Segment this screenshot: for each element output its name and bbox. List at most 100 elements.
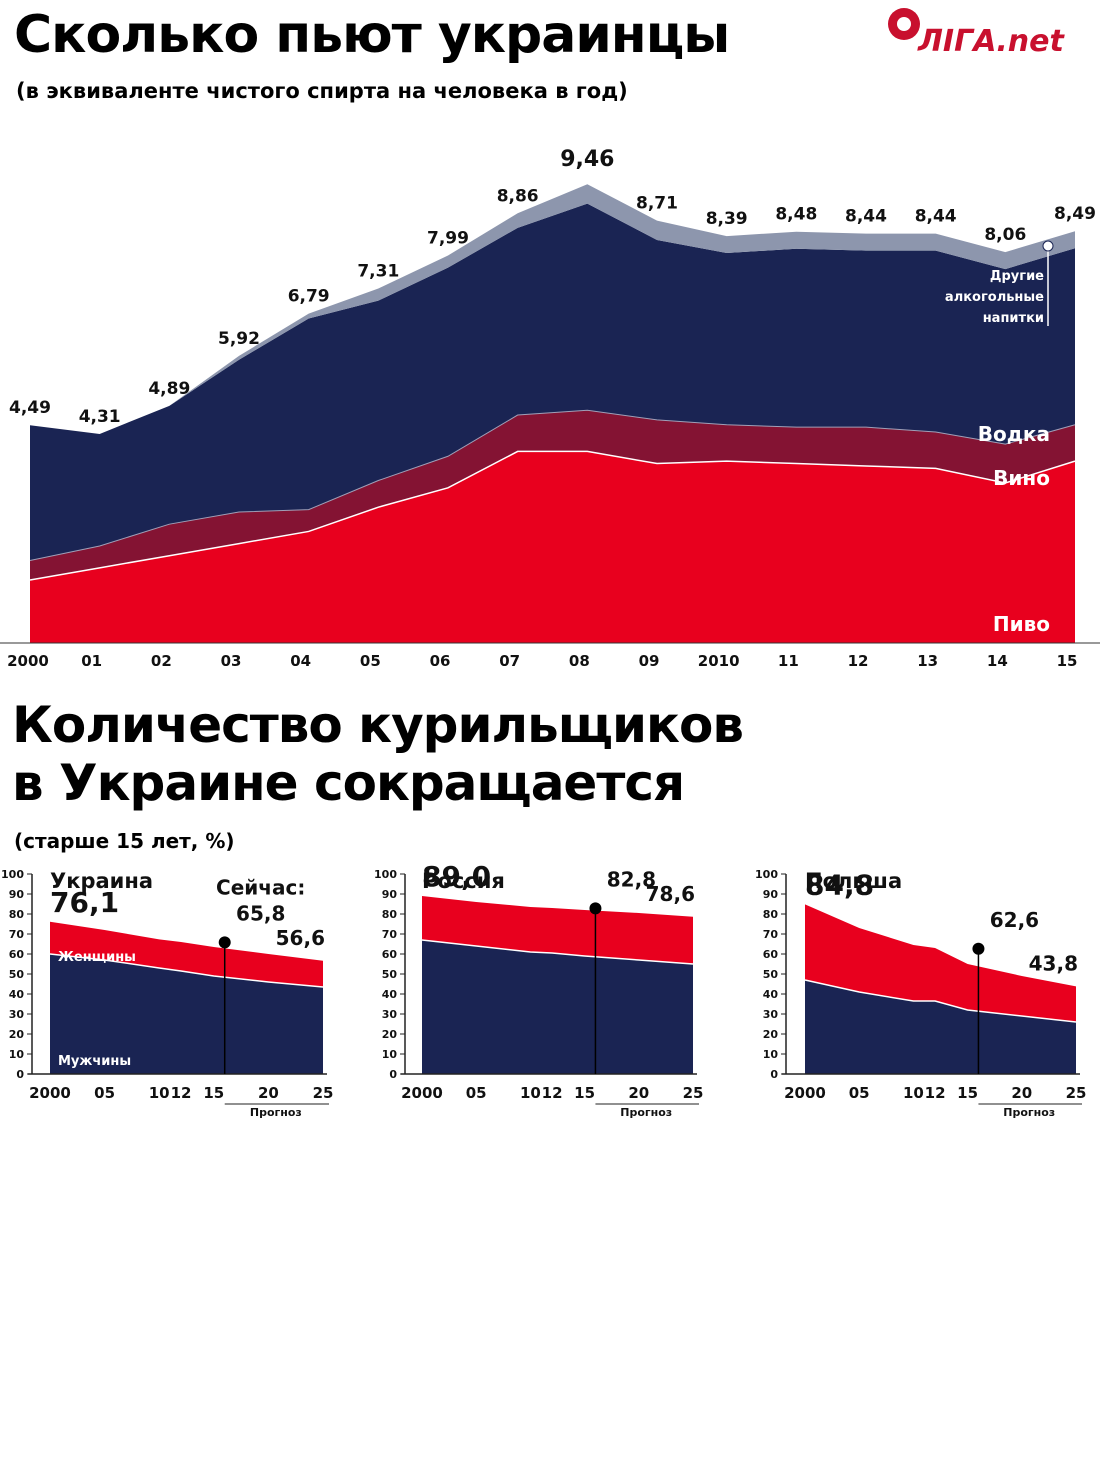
alcohol-chart-title: Сколько пьют украинцы <box>14 5 730 65</box>
y-tick-label: 40 <box>382 988 398 1001</box>
y-tick-label: 40 <box>9 988 25 1001</box>
x-tick-label: 2000 <box>29 1084 71 1102</box>
x-tick-label: 2010 <box>698 652 740 670</box>
x-tick-label: 25 <box>1066 1084 1087 1102</box>
y-tick-label: 30 <box>382 1008 398 1021</box>
now-value-label: 65,8 <box>236 901 285 925</box>
alcohol-area-chart: 4,49 4,31 4,89 5,92 6,79 7,31 7,99 8,86 9,46 8,71… <box>0 147 1100 670</box>
other-label-dot <box>1042 240 1054 252</box>
beer-boundary-line <box>29 450 1076 581</box>
men-area <box>422 940 693 1074</box>
x-tick-label: 15 <box>957 1084 978 1102</box>
end-value-label: 78,6 <box>646 882 695 906</box>
start-value-label: 76,1 <box>50 886 119 919</box>
area-beer <box>30 451 1075 643</box>
x-tick-label: 15 <box>574 1084 595 1102</box>
women-label: Женщины <box>58 950 136 965</box>
logo-circle-icon <box>888 8 920 40</box>
x-tick-label: 10 <box>149 1084 170 1102</box>
area-vodka <box>30 203 1075 561</box>
beer-label: Пиво <box>993 612 1050 636</box>
vodka-label: Водка <box>978 422 1050 446</box>
men-area <box>805 980 1076 1074</box>
panel-title: Польша <box>805 869 902 893</box>
x-tick-label: 13 <box>917 652 938 670</box>
x-tick-label: 04 <box>290 652 311 670</box>
area-wine <box>30 410 1075 580</box>
x-tick-label: 25 <box>683 1084 704 1102</box>
smoking-title-line2: в Украине сокращается <box>12 754 685 812</box>
x-tick-label: 08 <box>569 652 590 670</box>
total-label: 8,06 <box>984 225 1026 245</box>
y-tick-label: 20 <box>763 1028 779 1041</box>
x-tick-label: 06 <box>430 652 451 670</box>
y-tick-label: 80 <box>382 908 398 921</box>
men-area <box>50 954 323 1074</box>
x-tick-label: 02 <box>151 652 172 670</box>
total-label: 8,49 <box>1054 204 1096 224</box>
y-tick-label: 20 <box>9 1028 25 1041</box>
x-tick-label: 2000 <box>784 1084 826 1102</box>
x-tick-label: 05 <box>360 652 381 670</box>
total-label: 4,31 <box>79 407 121 427</box>
total-label: 8,48 <box>775 205 817 225</box>
total-label: 8,44 <box>915 207 957 227</box>
forecast-label: Прогноз <box>1003 1106 1055 1119</box>
y-tick-label: 60 <box>382 948 398 961</box>
x-tick-label: 12 <box>925 1084 946 1102</box>
total-label: 8,86 <box>497 186 539 206</box>
men-boundary-line <box>421 939 694 965</box>
y-tick-label: 100 <box>1 868 24 881</box>
total-label: 9,46 <box>560 147 614 172</box>
other-label-line2: алкогольные <box>945 290 1044 305</box>
x-tick-label: 10 <box>520 1084 541 1102</box>
end-value-label: 56,6 <box>276 926 325 950</box>
other-label-line3: напитки <box>983 311 1044 326</box>
total-label: 6,79 <box>288 287 330 307</box>
total-label: 7,31 <box>357 261 399 281</box>
total-label: 5,92 <box>218 329 260 349</box>
y-tick-label: 50 <box>382 968 398 981</box>
x-tick-label: 09 <box>639 652 660 670</box>
x-tick-label: 05 <box>94 1084 115 1102</box>
x-tick-label: 25 <box>313 1084 334 1102</box>
total-label: 7,99 <box>427 228 469 248</box>
wine-label: Вино <box>993 466 1050 490</box>
forecast-label: Прогноз <box>250 1106 302 1119</box>
smoking-subtitle: (старше 15 лет, %) <box>14 829 235 853</box>
now-value-label: 82,8 <box>607 867 656 891</box>
x-tick-label: 20 <box>1011 1084 1032 1102</box>
y-tick-label: 70 <box>9 928 25 941</box>
smoking-title-line1: Количество курильщиков <box>12 696 744 754</box>
x-tick-label: 15 <box>203 1084 224 1102</box>
end-value-label: 43,8 <box>1029 951 1078 975</box>
y-tick-label: 10 <box>382 1048 398 1061</box>
x-tick-label: 10 <box>903 1084 924 1102</box>
y-tick-label: 70 <box>382 928 398 941</box>
now-marker-dot <box>972 942 985 955</box>
men-boundary-line <box>804 979 1077 1023</box>
y-tick-label: 80 <box>9 908 25 921</box>
y-tick-label: 50 <box>9 968 25 981</box>
men-label: Мужчины <box>58 1054 131 1069</box>
area-other <box>30 184 1075 434</box>
x-tick-label: 2000 <box>401 1084 443 1102</box>
x-tick-label: 12 <box>542 1084 563 1102</box>
liga-net-logo: ЛIГА.net <box>888 2 1088 62</box>
logo-text: ЛIГА.net <box>918 24 1064 59</box>
now-marker-dot <box>218 936 231 949</box>
x-tick-label: 2000 <box>7 652 49 670</box>
y-tick-label: 40 <box>763 988 779 1001</box>
x-tick-label: 12 <box>848 652 869 670</box>
x-tick-label: 03 <box>221 652 242 670</box>
start-value-label: 89,0 <box>422 860 491 893</box>
y-tick-label: 90 <box>9 888 25 901</box>
men-boundary-line <box>49 953 324 988</box>
x-tick-label: 14 <box>987 652 1008 670</box>
x-tick-label: 01 <box>81 652 102 670</box>
y-tick-label: 30 <box>9 1008 25 1021</box>
